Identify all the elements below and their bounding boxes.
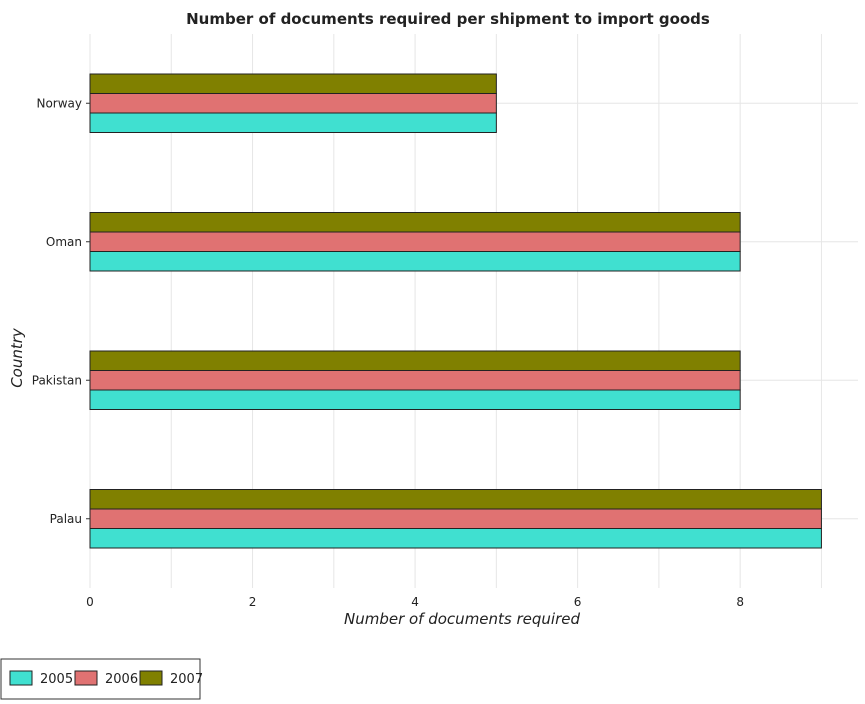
x-axis-ticks: 0 2 4 6 8 xyxy=(86,595,744,609)
legend: 2005 2006 2007 xyxy=(0,658,203,700)
legend-swatch-2005 xyxy=(9,670,33,686)
y-tick-label: Oman xyxy=(46,235,82,249)
x-tick-label: 4 xyxy=(411,595,419,609)
x-tick-label: 0 xyxy=(86,595,94,609)
y-tick-label: Pakistan xyxy=(32,373,82,387)
x-tick-label: 8 xyxy=(736,595,744,609)
x-tick-label: 2 xyxy=(249,595,257,609)
x-tick-label: 6 xyxy=(574,595,582,609)
x-axis-label: Number of documents required xyxy=(344,610,581,628)
bar-oman-2005 xyxy=(89,251,741,272)
bar-oman-2007 xyxy=(89,212,741,233)
y-tick-label: Norway xyxy=(36,96,82,110)
bar-oman-2006 xyxy=(89,231,741,252)
bar-palau-2005 xyxy=(89,528,822,549)
bar-pakistan-2005 xyxy=(89,389,741,410)
legend-swatch-2006 xyxy=(74,670,98,686)
bar-palau-2007 xyxy=(89,489,822,510)
legend-box xyxy=(0,658,201,700)
bar-norway-2007 xyxy=(89,73,497,94)
y-tick-label: Palau xyxy=(50,512,82,526)
bars xyxy=(89,73,822,549)
bar-pakistan-2007 xyxy=(89,350,741,371)
chart-title: Number of documents required per shipmen… xyxy=(186,10,710,28)
bar-norway-2006 xyxy=(89,93,497,114)
legend-swatch-2007 xyxy=(139,670,163,686)
bar-palau-2006 xyxy=(89,508,822,529)
y-axis-ticks: Norway Oman Pakistan Palau xyxy=(32,96,90,526)
y-axis-label: Country xyxy=(8,327,26,388)
legend-label-2007: 2007 xyxy=(170,672,203,687)
legend-label-2005: 2005 xyxy=(40,672,73,687)
bar-pakistan-2006 xyxy=(89,370,741,391)
bar-norway-2005 xyxy=(89,112,497,133)
legend-label-2006: 2006 xyxy=(105,672,138,687)
